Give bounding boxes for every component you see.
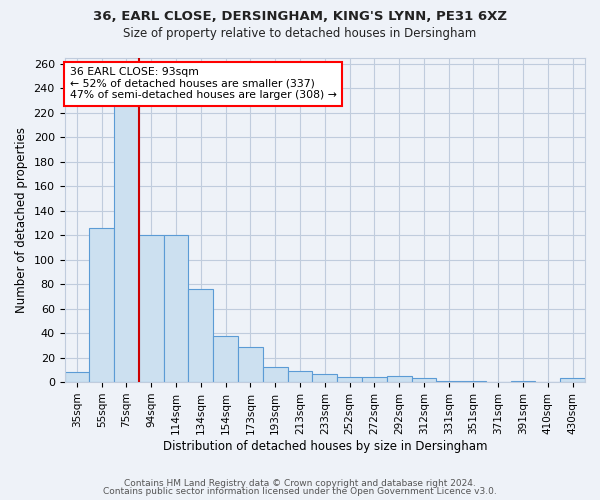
Bar — [337, 377, 362, 382]
Bar — [238, 346, 263, 382]
Bar — [188, 289, 213, 382]
Bar — [362, 377, 387, 382]
Bar — [213, 336, 238, 382]
X-axis label: Distribution of detached houses by size in Dersingham: Distribution of detached houses by size … — [163, 440, 487, 452]
Text: Size of property relative to detached houses in Dersingham: Size of property relative to detached ho… — [124, 28, 476, 40]
Bar — [89, 228, 114, 382]
Bar — [65, 372, 89, 382]
Bar — [313, 374, 337, 382]
Text: 36, EARL CLOSE, DERSINGHAM, KING'S LYNN, PE31 6XZ: 36, EARL CLOSE, DERSINGHAM, KING'S LYNN,… — [93, 10, 507, 23]
Bar — [114, 76, 139, 382]
Bar — [139, 235, 164, 382]
Bar — [560, 378, 585, 382]
Bar — [263, 368, 287, 382]
Bar — [287, 371, 313, 382]
Bar — [412, 378, 436, 382]
Bar — [387, 376, 412, 382]
Bar — [461, 381, 486, 382]
Bar — [436, 381, 461, 382]
Text: Contains HM Land Registry data © Crown copyright and database right 2024.: Contains HM Land Registry data © Crown c… — [124, 478, 476, 488]
Y-axis label: Number of detached properties: Number of detached properties — [15, 127, 28, 313]
Bar — [164, 235, 188, 382]
Text: Contains public sector information licensed under the Open Government Licence v3: Contains public sector information licen… — [103, 487, 497, 496]
Text: 36 EARL CLOSE: 93sqm
← 52% of detached houses are smaller (337)
47% of semi-deta: 36 EARL CLOSE: 93sqm ← 52% of detached h… — [70, 67, 337, 100]
Bar — [511, 381, 535, 382]
